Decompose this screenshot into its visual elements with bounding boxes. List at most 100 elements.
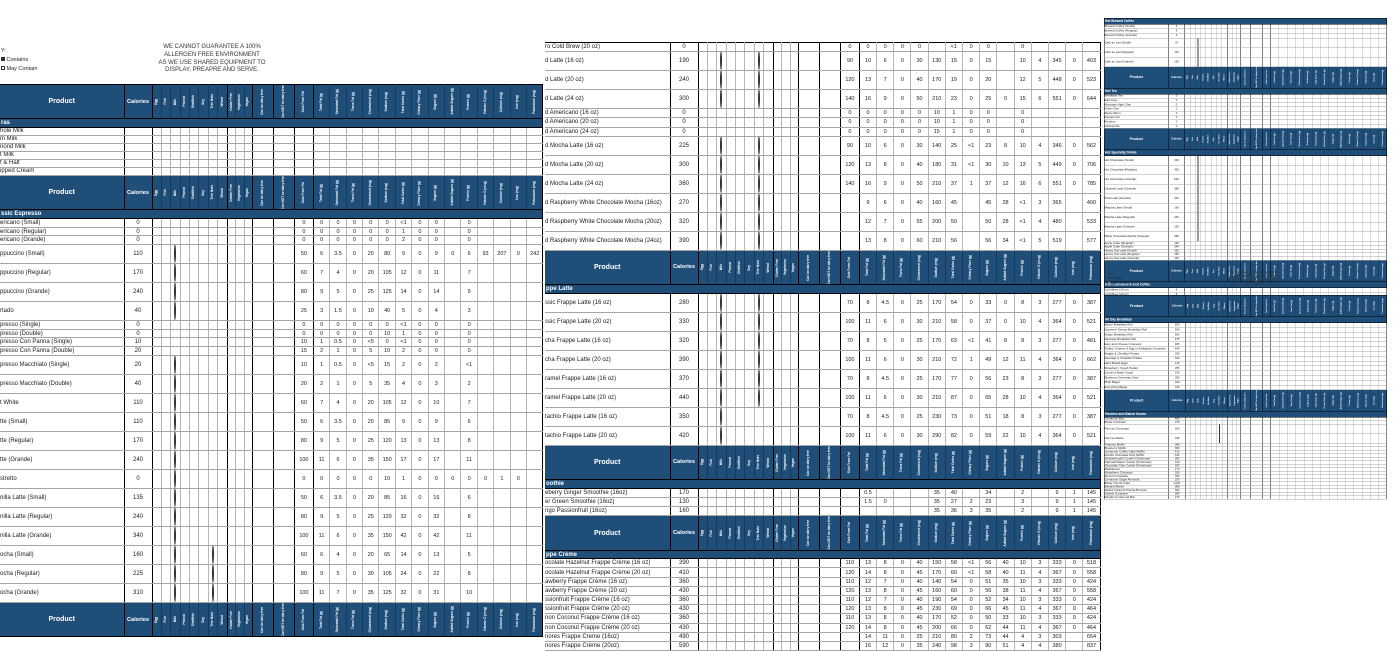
nutrition-cell: 1	[395, 469, 411, 488]
nutrition-cell	[1378, 156, 1386, 166]
column-header-label: Protein (g)	[467, 94, 471, 110]
nutrition-cell: 125	[379, 283, 395, 302]
column-header: Potassium (mg)	[1379, 390, 1387, 412]
allergen-cell	[208, 302, 217, 321]
column-header-label: Can NOT be dairy free	[1256, 390, 1258, 411]
allergen-cell	[171, 355, 180, 374]
nutrition-cell	[1354, 203, 1362, 213]
nutrition-cell: 50	[980, 212, 997, 231]
dairy-flag-cell	[1250, 194, 1262, 204]
may-contain-circle	[174, 564, 176, 583]
nutrition-cell	[1048, 43, 1065, 52]
nutrition-cell: 40	[911, 614, 928, 623]
allergen-cell	[745, 614, 754, 623]
nutrition-cell	[510, 355, 526, 374]
column-header-label: Shellfish	[1207, 135, 1209, 143]
nutrition-cell	[1296, 213, 1304, 223]
dairy-flag-cell	[819, 632, 840, 641]
column-header-label: Potassium (mg)	[1090, 451, 1094, 475]
nutrition-cell	[494, 583, 510, 602]
nutrition-cell	[428, 135, 444, 143]
allergen-cell	[199, 412, 208, 431]
column-header-label: Vegetarian	[238, 611, 242, 627]
diet-flag-cell	[773, 407, 782, 426]
diet-flag-cell	[782, 136, 790, 155]
nutrition-cell: 0	[963, 596, 980, 605]
column-header-label: Sodium (mg)	[1307, 395, 1309, 407]
allergen-cell	[707, 231, 716, 250]
nutrition-cell	[412, 127, 428, 135]
column-header-label: Fish	[164, 98, 168, 105]
column-header-label: Peanut	[729, 457, 733, 468]
nutrition-cell: 0	[461, 227, 477, 236]
column-header: Total Fat (g)	[859, 445, 876, 479]
nutrition-cell	[1362, 38, 1370, 48]
allergen-cell	[161, 507, 170, 526]
nutrition-cell: 35	[911, 641, 928, 650]
nutrition-cell: 0	[428, 227, 444, 236]
nutrition-cell	[428, 127, 444, 135]
allergen-cell	[218, 374, 227, 393]
column-header-label: Cals From Fat	[302, 91, 306, 112]
dairy-flag-cell	[1250, 213, 1262, 223]
nutrition-cell: 0	[963, 586, 980, 595]
nutrition-cell: 51	[997, 641, 1014, 650]
dairy-flag-cell	[798, 596, 819, 605]
column-header-label: Tree Nuts	[211, 185, 215, 200]
allergen-cell	[736, 71, 745, 90]
nutrition-cell: 0	[445, 469, 461, 488]
column-header: Iron (mg)	[1066, 250, 1083, 284]
allergen-cell	[745, 118, 754, 127]
nutrition-cell	[412, 167, 428, 175]
allergen-cell	[208, 488, 217, 507]
dairy-flag-cell	[798, 193, 819, 212]
column-header-label: Dietary Fiber (g)	[969, 521, 973, 545]
nutrition-cell	[1304, 175, 1312, 185]
diet-flag-cell	[790, 350, 798, 369]
column-header: Added Sugars (g)	[1337, 295, 1345, 317]
nutrition-cell	[894, 507, 911, 516]
allergen-cell	[218, 545, 227, 564]
allergen-cell	[190, 321, 199, 330]
nutrition-cell: 27	[945, 497, 962, 506]
nutrition-cell: 14	[859, 568, 876, 577]
column-header: Vitamin D (mcg)	[1031, 445, 1048, 479]
allergen-cell	[208, 227, 217, 236]
product-cell: tachio Frappe Latte (16 oz)	[545, 407, 670, 426]
dairy-flag-cell	[798, 641, 819, 650]
diet-flag-cell	[236, 227, 244, 236]
dairy-flag-cell	[798, 155, 819, 174]
nutrition-cell: 150	[379, 526, 395, 545]
nutrition-cell	[445, 412, 461, 431]
product-cell: stretto	[0, 469, 124, 488]
nutrition-cell	[1304, 222, 1312, 232]
nutrition-cell	[1270, 57, 1278, 67]
nutrition-cell	[877, 488, 894, 497]
column-header-label: Egg	[701, 459, 705, 465]
nutrition-cell	[1083, 118, 1100, 127]
allergen-cell	[717, 71, 726, 90]
nutrition-cell: 12	[859, 212, 876, 231]
diet-flag-cell	[782, 231, 790, 250]
nutrition-cell: 170	[928, 614, 945, 623]
diet-flag-cell	[773, 641, 782, 650]
allergen-cell	[707, 90, 716, 109]
column-header: Iron (mg)	[510, 602, 526, 636]
nutrition-cell: 4.5	[877, 407, 894, 426]
diet-flag-cell	[790, 623, 798, 632]
nutrition-cell: 9	[395, 412, 411, 431]
nutrition-cell	[526, 218, 542, 227]
nutrition-cell	[445, 135, 461, 143]
may-contain-circle	[212, 564, 214, 583]
nutrition-cell: 69	[945, 605, 962, 614]
diet-flag-cell	[227, 329, 236, 338]
nutrition-cell	[313, 143, 329, 151]
allergen-cell	[698, 193, 707, 212]
nutrition-cell: 240	[928, 641, 945, 650]
nutrition-cell: 6	[313, 245, 329, 264]
nutrition-cell: 8	[877, 231, 894, 250]
nutrition-cell: 13	[859, 605, 876, 614]
column-header: Saturated Fat (g)	[877, 445, 894, 479]
nutrition-cell: 0	[997, 90, 1014, 109]
